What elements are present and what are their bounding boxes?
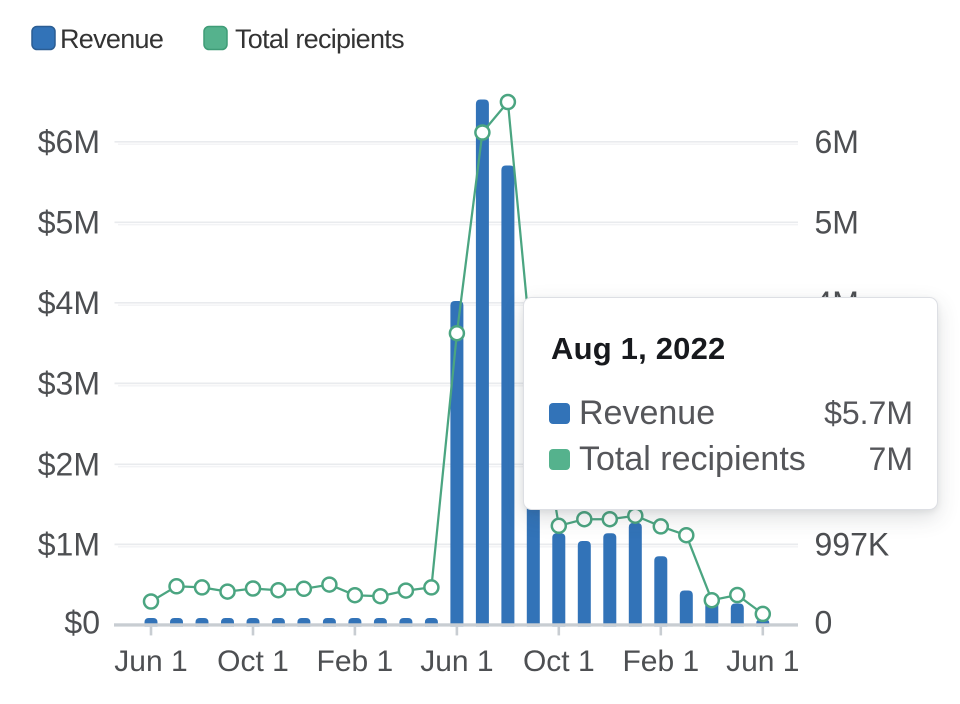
svg-text:$3M: $3M: [38, 365, 100, 401]
svg-text:Feb 1: Feb 1: [622, 645, 699, 678]
svg-text:Total recipients: Total recipients: [235, 24, 404, 54]
svg-text:$5M: $5M: [38, 204, 100, 240]
svg-text:0: 0: [815, 605, 833, 641]
svg-text:Jun 1: Jun 1: [420, 645, 493, 678]
svg-text:Oct 1: Oct 1: [217, 645, 289, 678]
svg-text:$2M: $2M: [38, 446, 100, 482]
svg-text:997K: 997K: [815, 526, 890, 562]
svg-text:Feb 1: Feb 1: [317, 645, 394, 678]
svg-text:$4M: $4M: [38, 285, 100, 321]
svg-text:5M: 5M: [815, 204, 859, 240]
svg-text:Oct 1: Oct 1: [523, 645, 595, 678]
svg-text:6M: 6M: [815, 124, 859, 160]
svg-text:$1M: $1M: [38, 526, 100, 562]
svg-text:Jun 1: Jun 1: [726, 645, 799, 678]
svg-text:Jun 1: Jun 1: [114, 645, 187, 678]
svg-text:$6M: $6M: [38, 124, 100, 160]
svg-text:Revenue: Revenue: [60, 24, 163, 54]
svg-text:$0: $0: [64, 605, 100, 641]
